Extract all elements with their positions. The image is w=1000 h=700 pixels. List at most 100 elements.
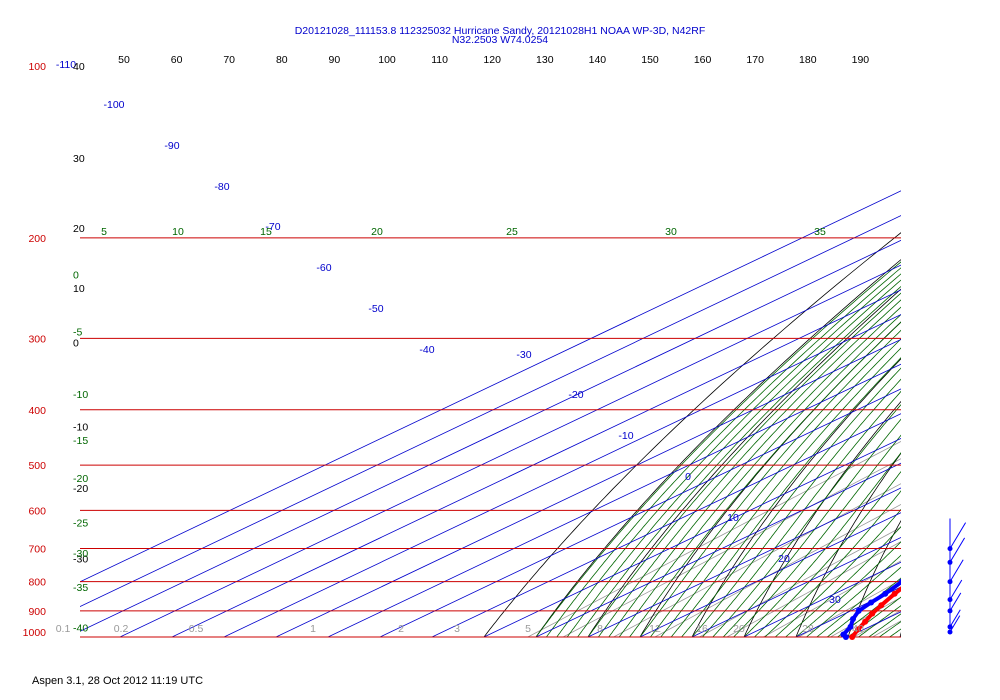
isotherm-line [80,215,901,607]
moist-adiabat-line [733,434,901,638]
moist-adiabat-label: 15 [260,226,272,238]
isotherm-label: -100 [103,99,124,111]
isotherm-line [80,239,901,632]
isotherm-line [952,66,1000,637]
top-scale-label: 80 [276,54,288,66]
top-scale-label: 70 [223,54,235,66]
top-scale-label: 90 [329,54,341,66]
moist-adiabat-label: -5 [73,327,82,339]
isotherm-line [223,314,901,638]
temperature-point [862,618,869,625]
isotherm-line [691,537,901,638]
isotherm-label: -80 [214,181,229,193]
dry-adiabat-line [743,400,901,638]
wind-barb [949,559,964,582]
moist-adiabat-line [639,329,901,638]
isotherm-label: 0 [685,471,691,483]
dry-adiabat-line [795,452,901,638]
pressure-tick-label: 200 [28,233,46,245]
dewpoint-point [868,599,875,606]
mixing-ratio-line [726,541,901,638]
temperature-point [923,566,929,572]
top-scale-label: 120 [483,54,501,66]
moist-adiabat-line [618,313,901,638]
isotherm-line [171,289,901,638]
dewpoint-point [882,590,889,597]
isotherm-line [535,462,901,638]
pressure-tick-label: 700 [28,544,46,556]
isotherm-label: -70 [265,221,280,233]
moist-adiabat-line [764,490,901,638]
temperature-trace [850,586,901,639]
moist-adiabat-line [816,566,901,638]
moist-adiabat-line [806,554,901,638]
isotherm-label: 20 [778,553,790,565]
moist-adiabat-label: -30 [73,548,88,560]
moist-adiabat-line [535,261,901,638]
chart-title-line2: N32.2503 W74.0254 [452,34,548,46]
moist-adiabat-line [712,404,901,638]
dry-adiabat-label: -30 [73,553,88,565]
top-scale-label: 50 [118,54,130,66]
footer-version-timestamp: Aspen 3.1, 28 Oct 2012 11:19 UTC [32,675,204,687]
isotherm-label: -20 [568,389,583,401]
dry-adiabat-line [483,232,901,638]
dewpoint-point [898,578,901,585]
moist-adiabat-line [754,470,901,638]
mixing-ratio-line [853,609,901,638]
moist-adiabat-line [660,347,901,638]
dewpoint-point [855,607,862,614]
pressure-tick-label: 800 [28,577,46,589]
isotherm-line [483,437,901,638]
isotherm-label: -40 [419,344,434,356]
moist-adiabat-line [795,541,901,638]
moist-adiabat-line [774,508,901,638]
mixing-ratio-label: 28 [802,623,814,635]
moist-adiabat-label: -40 [73,622,88,634]
dry-adiabat-line [535,259,901,638]
moist-adiabat-line [587,292,901,638]
mixing-ratio-label: 0.5 [189,623,204,635]
isotherm-line [639,512,901,638]
moist-adiabat-line [785,526,901,638]
mixing-ratio-label: 8 [597,623,603,635]
moist-adiabat-label: 25 [506,226,518,238]
top-scale-label: 180 [799,54,817,66]
dewpoint-point [847,623,854,630]
dry-adiabat-label: 20 [73,223,85,235]
moist-adiabat-label: 30 [665,226,677,238]
moist-adiabat-line [931,66,1000,637]
isotherm-line [327,363,901,638]
moist-adiabat-label: -20 [73,473,88,485]
temperature-point [941,553,947,559]
moist-adiabat-line [670,357,901,638]
dry-adiabat-line [847,519,901,638]
moist-adiabat-label: -10 [73,389,88,401]
mixing-ratio-label: 1 [310,623,316,635]
chart-title-line1: D20121028_111153.8 112325032 Hurricane S… [295,25,706,37]
moist-adiabat-label: 10 [172,226,184,238]
isotherm-label: -110 [56,59,76,71]
top-scale-label: 190 [852,54,870,66]
isotherm-line [80,190,901,583]
moist-adiabat-line [743,452,901,638]
moist-adiabat-line [722,418,901,638]
dewpoint-point [850,616,856,622]
moist-adiabat-line [889,628,901,638]
temperature-point [907,579,913,585]
dewpoint-point [903,544,909,550]
dry-adiabat-label: -20 [73,483,88,495]
wind-barb [949,537,966,563]
mixing-ratio-label: 0.2 [114,623,129,635]
moist-adiabat-line [546,267,901,638]
dry-adiabat-label: 30 [73,153,85,165]
dewpoint-point [842,634,849,640]
top-scale-label: 170 [746,54,764,66]
top-scale-label: 130 [536,54,554,66]
mixing-ratio-label: 40 [852,623,864,635]
mixing-ratio-label: 16 [696,623,708,635]
isotherm-label: -60 [316,262,331,274]
pressure-tick-label: 1000 [23,627,47,639]
pressure-tick-label: 400 [28,405,46,417]
